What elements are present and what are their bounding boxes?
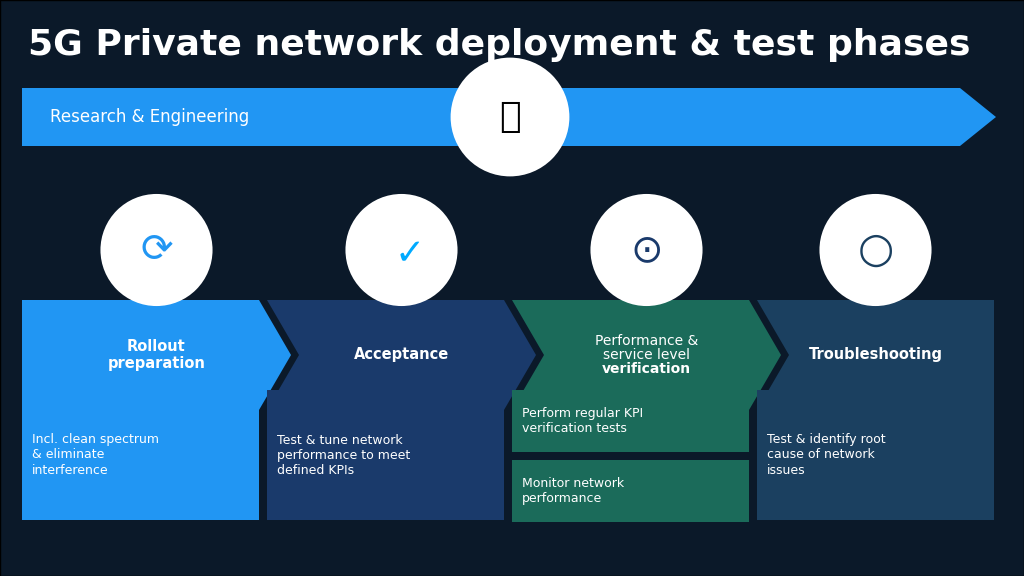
Text: Troubleshooting: Troubleshooting [809, 347, 942, 362]
Text: service level: service level [603, 348, 690, 362]
Text: Monitor network
performance: Monitor network performance [522, 477, 624, 505]
Text: Performance &: Performance & [595, 334, 698, 348]
Text: Incl. clean spectrum
& eliminate
interference: Incl. clean spectrum & eliminate interfe… [32, 434, 159, 476]
FancyBboxPatch shape [267, 390, 504, 520]
Polygon shape [22, 88, 996, 146]
Text: Test & tune network
performance to meet
defined KPIs: Test & tune network performance to meet … [278, 434, 411, 476]
Text: 🔧: 🔧 [499, 100, 521, 134]
Text: Acceptance: Acceptance [354, 347, 450, 362]
Text: Research & Engineering: Research & Engineering [50, 108, 249, 126]
Text: ⟳: ⟳ [140, 231, 173, 269]
FancyBboxPatch shape [512, 460, 749, 522]
Text: Test & identify root
cause of network
issues: Test & identify root cause of network is… [767, 434, 886, 476]
Circle shape [101, 195, 212, 305]
Polygon shape [757, 300, 994, 410]
FancyBboxPatch shape [22, 390, 259, 520]
Text: 5G Private network deployment & test phases: 5G Private network deployment & test pha… [28, 28, 971, 62]
Polygon shape [22, 300, 291, 410]
Text: Rollout
preparation: Rollout preparation [108, 339, 206, 371]
Text: ⊙: ⊙ [630, 231, 663, 269]
Text: ○: ○ [857, 229, 894, 271]
FancyBboxPatch shape [512, 390, 749, 452]
Text: ✓: ✓ [394, 237, 425, 271]
Circle shape [346, 195, 457, 305]
Polygon shape [267, 300, 536, 410]
Text: Perform regular KPI
verification tests: Perform regular KPI verification tests [522, 407, 643, 435]
Polygon shape [512, 300, 781, 410]
Circle shape [592, 195, 701, 305]
Circle shape [452, 59, 568, 175]
Circle shape [820, 195, 931, 305]
FancyBboxPatch shape [757, 390, 994, 520]
Text: verification: verification [602, 362, 691, 376]
